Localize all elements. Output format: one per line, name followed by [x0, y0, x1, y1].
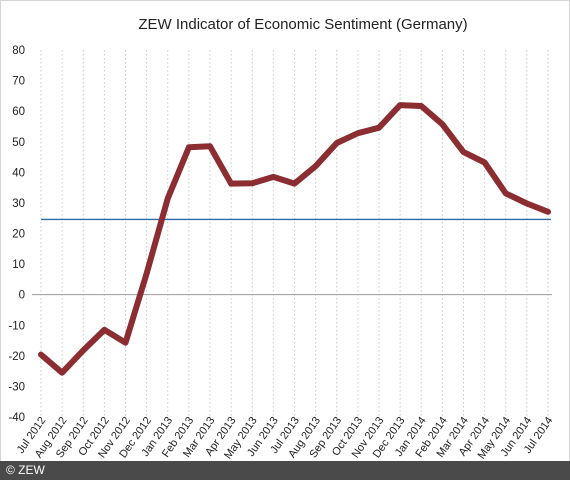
grid [32, 50, 552, 417]
data-point [314, 164, 318, 168]
copyright-footer: © ZEW [0, 461, 570, 480]
data-point [293, 182, 296, 186]
data-point [208, 144, 212, 148]
y-tick-label: 80 [12, 45, 25, 57]
y-tick-label: -10 [8, 320, 25, 332]
y-tick-label: -20 [8, 351, 25, 363]
series-layer [38, 102, 551, 376]
y-tick-label: 10 [12, 259, 25, 271]
data-point [419, 104, 423, 108]
data-point [440, 122, 444, 126]
data-point [229, 182, 233, 186]
data-point [525, 202, 529, 206]
y-tick-label: -30 [8, 381, 25, 393]
data-point [124, 341, 127, 345]
y-tick-label: 30 [12, 198, 25, 210]
y-axis: -40 -30 -20 -10 0 10 20 30 40 50 60 70 80 [8, 45, 25, 424]
data-point [335, 141, 339, 145]
data-point [39, 353, 43, 357]
data-point [546, 210, 550, 214]
data-point [483, 161, 487, 165]
data-point [377, 126, 381, 130]
y-tick-label: -40 [8, 412, 25, 424]
data-point [145, 272, 149, 276]
data-point [504, 191, 508, 195]
data-point [271, 175, 275, 179]
data-point [81, 348, 85, 352]
y-tick-label: 70 [12, 76, 25, 88]
y-tick-label: 50 [12, 137, 25, 149]
data-point [166, 196, 170, 200]
data-point [102, 328, 106, 332]
y-tick-label: 60 [12, 106, 25, 118]
y-tick-label: 0 [19, 290, 25, 302]
data-point [250, 181, 254, 185]
copyright-text: © ZEW [6, 463, 45, 477]
line-chart: ZEW Indicator of Economic Sentiment (Ger… [8, 16, 556, 461]
data-point [187, 145, 191, 149]
data-point [60, 371, 64, 375]
chart-title: ZEW Indicator of Economic Sentiment (Ger… [138, 16, 467, 33]
y-tick-label: 40 [12, 167, 25, 179]
y-tick-label: 20 [12, 229, 25, 241]
data-point [356, 131, 360, 135]
data-point [398, 103, 402, 107]
data-point [462, 150, 465, 154]
